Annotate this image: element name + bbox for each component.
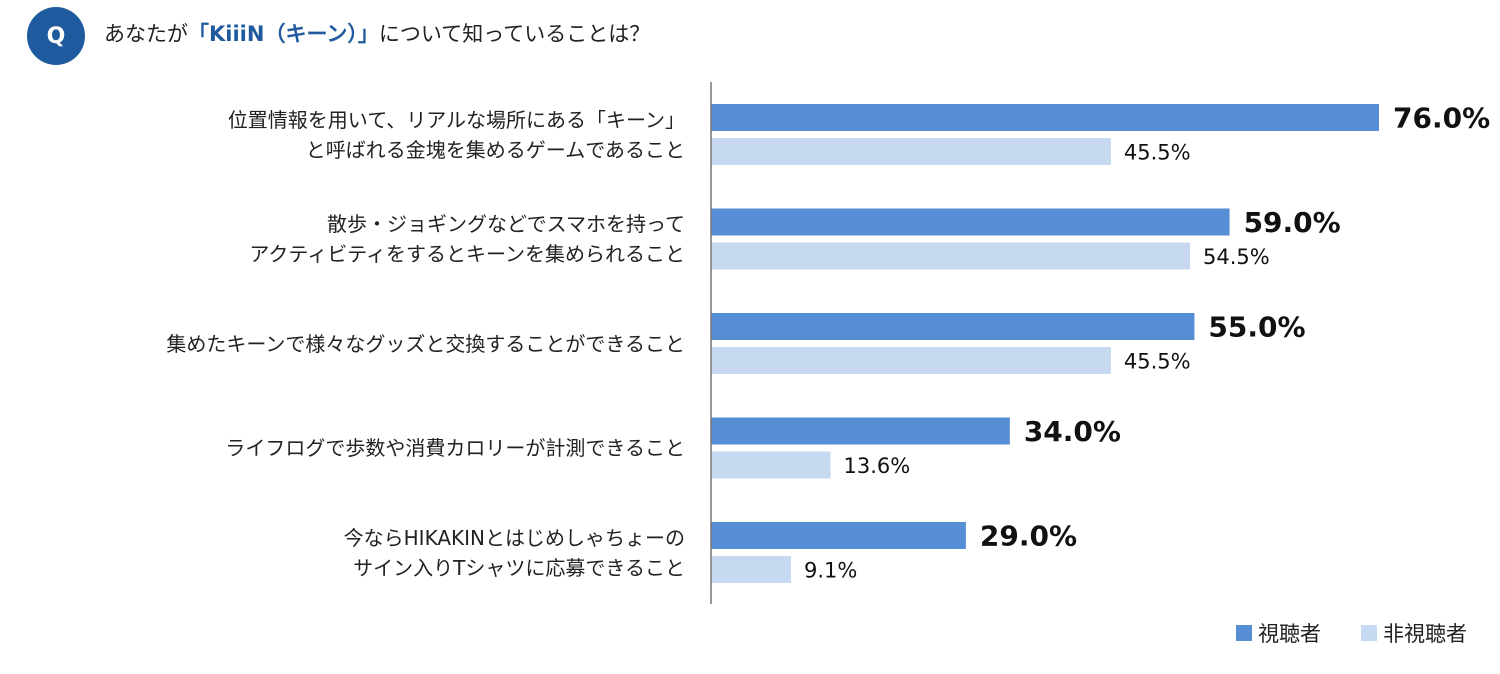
value-label-viewers: 76.0%: [1393, 102, 1490, 135]
legend-item-viewers: 視聴者: [1236, 618, 1321, 648]
question-badge: Q: [27, 7, 85, 65]
category-label-line: ライフログで歩数や消費カロリーが計測できること: [225, 436, 685, 460]
category-label-line: と呼ばれる金塊を集めるゲームであること: [305, 137, 685, 162]
value-label-viewers: 34.0%: [1024, 415, 1121, 448]
question-title: あなたが「KiiiN（キーン）」について知っていることは？: [104, 18, 650, 48]
category-label-line: 今ならHIKAKINとはじめしゃちょーの: [343, 525, 685, 550]
bar-viewers: [711, 522, 966, 549]
legend-swatch-non-viewers: [1361, 625, 1377, 641]
category-label-line: 散歩・ジョギングなどでスマホを持って: [327, 212, 685, 236]
value-label-viewers: 55.0%: [1208, 311, 1305, 344]
bar-non-viewers: [711, 556, 791, 583]
value-label-viewers: 29.0%: [980, 520, 1077, 553]
value-label-non-viewers: 9.1%: [804, 559, 857, 583]
category-label-line: 集めたキーンで様々なグッズと交換することができること: [166, 331, 685, 356]
bar-non-viewers: [711, 242, 1191, 270]
category-label: ライフログで歩数や消費カロリーが計測できること: [225, 433, 685, 463]
bar-viewers: [711, 208, 1230, 236]
category-label-line: サイン入りTシャツに応募できること: [353, 555, 685, 580]
bar-non-viewers: [711, 138, 1111, 165]
bar-viewers: [711, 313, 1195, 340]
category-label-line: 位置情報を用いて、リアルな場所にある「キーン」: [227, 107, 685, 132]
value-label-non-viewers: 13.6%: [844, 454, 911, 478]
question-prefix: あなたが: [104, 22, 188, 46]
legend-label-viewers: 視聴者: [1258, 622, 1321, 646]
value-label-non-viewers: 54.5%: [1203, 245, 1270, 269]
value-label-non-viewers: 45.5%: [1124, 141, 1191, 165]
legend-label-non-viewers: 非視聴者: [1383, 622, 1467, 646]
legend-item-non-viewers: 非視聴者: [1361, 618, 1467, 648]
question-highlight: 「KiiiN（キーン）」: [188, 22, 379, 46]
bar-non-viewers: [711, 451, 831, 479]
category-label-line: アクティビティをするとキーンを集められること: [249, 242, 685, 266]
category-label: 今ならHIKAKINとはじめしゃちょーのサイン入りTシャツに応募できること: [344, 523, 685, 583]
bar-viewers: [711, 104, 1379, 131]
bar-non-viewers: [711, 347, 1111, 374]
legend-swatch-viewers: [1236, 625, 1252, 641]
value-label-non-viewers: 45.5%: [1124, 350, 1191, 374]
category-label: 散歩・ジョギングなどでスマホを持ってアクティビティをするとキーンを集められること: [249, 209, 685, 269]
bar-viewers: [711, 417, 1010, 445]
question-suffix: について知っていることは？: [378, 22, 651, 46]
category-label: 位置情報を用いて、リアルな場所にある「キーン」と呼ばれる金塊を集めるゲームである…: [228, 105, 685, 165]
value-label-viewers: 59.0%: [1244, 206, 1341, 239]
category-label: 集めたキーンで様々なグッズと交換することができること: [166, 329, 685, 359]
